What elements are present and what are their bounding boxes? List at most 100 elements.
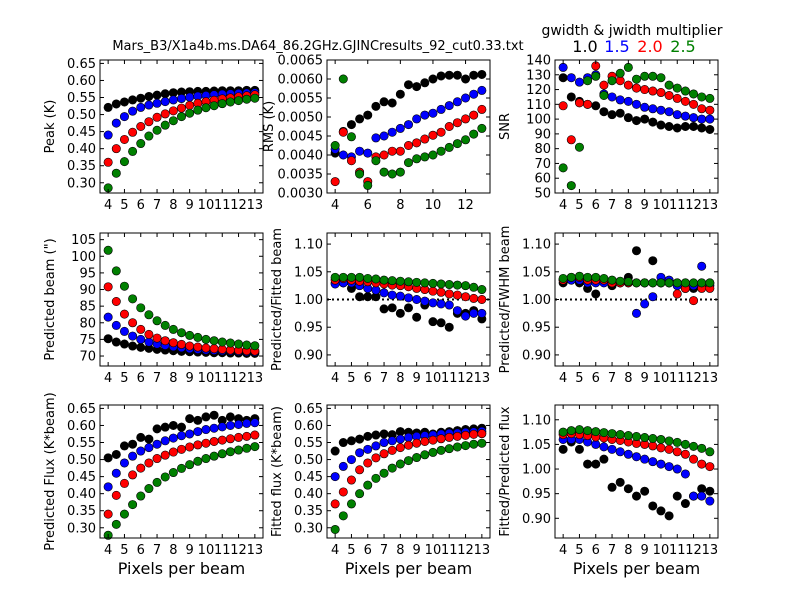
- x-tick-label: 5: [347, 543, 355, 558]
- data-point: [234, 96, 244, 106]
- data-point: [136, 122, 146, 132]
- data-point: [444, 300, 454, 310]
- x-tick-label: 5: [347, 371, 355, 386]
- data-point: [477, 429, 487, 439]
- data-point: [136, 139, 146, 149]
- data-point: [436, 104, 446, 114]
- data-point: [234, 419, 244, 429]
- x-tick-label: 5: [575, 543, 583, 558]
- x-tick-label: 9: [641, 198, 649, 213]
- data-point: [640, 433, 650, 443]
- data-point: [371, 453, 381, 463]
- data-point: [664, 80, 674, 90]
- data-point: [705, 462, 715, 472]
- y-tick-label: 100: [71, 250, 96, 265]
- y-tick-label: 0.30: [294, 521, 323, 536]
- series-3: [103, 442, 260, 540]
- data-point: [160, 120, 170, 130]
- data-point: [680, 469, 690, 479]
- x-tick-label: 4: [559, 198, 567, 213]
- y-tick-label: 0.0050: [278, 111, 324, 126]
- data-point: [631, 491, 641, 501]
- data-point: [355, 434, 365, 444]
- y-tick-label: 0.0055: [278, 92, 324, 107]
- data-point: [330, 141, 340, 151]
- data-point: [177, 103, 187, 113]
- y-tick-label: 0.65: [67, 402, 96, 417]
- data-point: [664, 444, 674, 454]
- data-point: [599, 90, 609, 100]
- data-point: [623, 113, 633, 123]
- y-tick-label: 0.90: [522, 512, 551, 527]
- data-point: [403, 456, 413, 466]
- series-2: [330, 429, 487, 509]
- x-tick-label: 4: [104, 198, 112, 213]
- y-tick-label: 100: [526, 113, 551, 128]
- data-point: [403, 141, 413, 151]
- axes-frame: [99, 232, 264, 367]
- data-point: [128, 341, 138, 351]
- x-tick-label: 8: [169, 543, 177, 558]
- data-point: [412, 277, 422, 287]
- y-tick-label: 1.10: [294, 238, 323, 253]
- data-point: [697, 491, 707, 501]
- data-point: [591, 101, 601, 111]
- data-point: [656, 459, 666, 469]
- data-point: [152, 424, 162, 434]
- data-point: [607, 76, 617, 86]
- data-point: [631, 74, 641, 84]
- data-point: [672, 491, 682, 501]
- y-tick-label: 1.05: [522, 265, 551, 280]
- data-point: [395, 123, 405, 133]
- data-point: [128, 470, 138, 480]
- y-tick-label: 60: [534, 172, 551, 187]
- data-point: [338, 127, 348, 137]
- data-point: [144, 131, 154, 141]
- data-point: [363, 431, 373, 441]
- x-tick-label: 4: [559, 543, 567, 558]
- y-tick-label: 0.60: [67, 419, 96, 434]
- data-point: [119, 458, 129, 468]
- data-point: [136, 93, 146, 103]
- data-point: [615, 276, 625, 286]
- data-point: [379, 304, 389, 314]
- x-tick-label: 12: [230, 543, 247, 558]
- data-point: [672, 83, 682, 93]
- y-tick-label: 0.90: [294, 348, 323, 363]
- data-point: [242, 443, 252, 453]
- x-tick-label: 11: [214, 371, 231, 386]
- data-point: [615, 477, 625, 487]
- data-point: [461, 430, 471, 440]
- data-point: [672, 93, 682, 103]
- data-point: [225, 447, 235, 457]
- data-point: [119, 339, 129, 349]
- y-tick-label: 0.60: [294, 419, 323, 434]
- data-point: [168, 338, 178, 348]
- data-point: [371, 156, 381, 166]
- data-point: [160, 450, 170, 460]
- data-point: [234, 445, 244, 455]
- data-point: [144, 117, 154, 127]
- data-point: [428, 447, 438, 457]
- data-point: [379, 97, 389, 107]
- data-point: [111, 144, 121, 154]
- x-tick-label: 12: [685, 371, 702, 386]
- data-point: [461, 441, 471, 451]
- data-point: [615, 108, 625, 118]
- data-point: [574, 425, 584, 435]
- x-tick-label: 5: [120, 543, 128, 558]
- series-1: [558, 62, 715, 124]
- data-point: [185, 414, 195, 424]
- data-point: [201, 343, 211, 353]
- data-point: [387, 303, 397, 313]
- x-tick-label: 8: [396, 371, 404, 386]
- data-point: [119, 112, 129, 122]
- data-point: [566, 181, 576, 191]
- y-tick-label: 0.50: [67, 453, 96, 468]
- data-point: [346, 132, 356, 142]
- data-point: [338, 487, 348, 497]
- y-tick-label: 0.35: [294, 504, 323, 519]
- data-point: [379, 288, 389, 298]
- data-point: [144, 100, 154, 110]
